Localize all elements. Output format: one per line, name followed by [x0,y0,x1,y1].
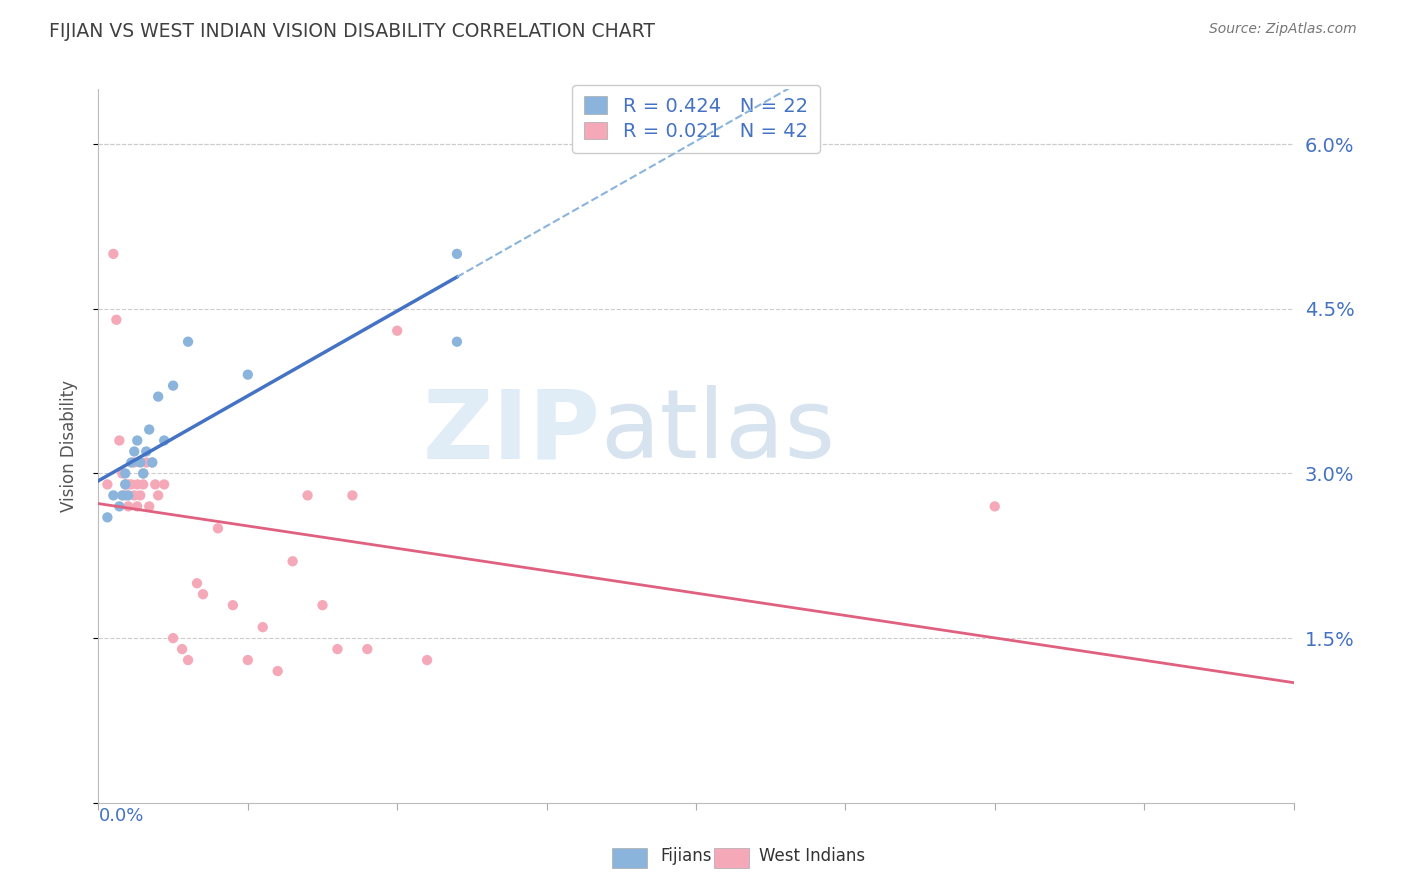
Point [103,488,125,502]
Point [132,477,155,491]
Point [127,500,149,514]
Point [114,488,136,502]
Point [984,500,1007,514]
Point [162,631,184,645]
Text: West Indians: West Indians [759,847,865,865]
Y-axis label: Vision Disability: Vision Disability [59,380,77,512]
Point [267,664,290,678]
Point [135,455,157,469]
Point [281,554,304,568]
Point [385,324,409,338]
Point [446,247,468,261]
Point [141,455,163,469]
Point [297,488,319,502]
Point [446,334,468,349]
Point [117,500,139,514]
Point [326,642,349,657]
Legend: R = 0.424   N = 22, R = 0.021   N = 42: R = 0.424 N = 22, R = 0.021 N = 42 [572,85,820,153]
Point [416,653,439,667]
Point [103,247,125,261]
Point [252,620,274,634]
Point [236,368,259,382]
Point [311,598,333,612]
Point [222,598,245,612]
Point [132,467,155,481]
Point [108,500,131,514]
Point [162,378,184,392]
Point [117,488,139,502]
Point [111,488,134,502]
Point [114,477,136,491]
Text: 0.0%: 0.0% [98,807,143,825]
Text: ZIP: ZIP [422,385,600,478]
Point [124,488,146,502]
Point [186,576,208,591]
Text: FIJIAN VS WEST INDIAN VISION DISABILITY CORRELATION CHART: FIJIAN VS WEST INDIAN VISION DISABILITY … [49,22,655,41]
Point [177,334,200,349]
Point [356,642,378,657]
Text: Source: ZipAtlas.com: Source: ZipAtlas.com [1209,22,1357,37]
Point [236,653,259,667]
Point [191,587,214,601]
Point [117,477,139,491]
Text: atlas: atlas [600,385,835,478]
Point [172,642,194,657]
Point [129,455,152,469]
Point [132,467,155,481]
Point [129,488,152,502]
Point [120,455,142,469]
Point [96,510,118,524]
Point [141,455,163,469]
Point [342,488,364,502]
Point [153,477,176,491]
Point [177,653,200,667]
Point [148,390,170,404]
Point [138,500,160,514]
Point [96,477,118,491]
Point [114,477,136,491]
Point [148,488,170,502]
Point [138,423,160,437]
Point [114,467,136,481]
Point [135,444,157,458]
Point [124,444,146,458]
Point [108,434,131,448]
Point [127,434,149,448]
Point [105,312,128,326]
Point [143,477,166,491]
Text: Fijians: Fijians [661,847,713,865]
Point [120,477,142,491]
Point [124,455,146,469]
Point [207,521,229,535]
Point [127,477,149,491]
Point [153,434,176,448]
Point [111,467,134,481]
